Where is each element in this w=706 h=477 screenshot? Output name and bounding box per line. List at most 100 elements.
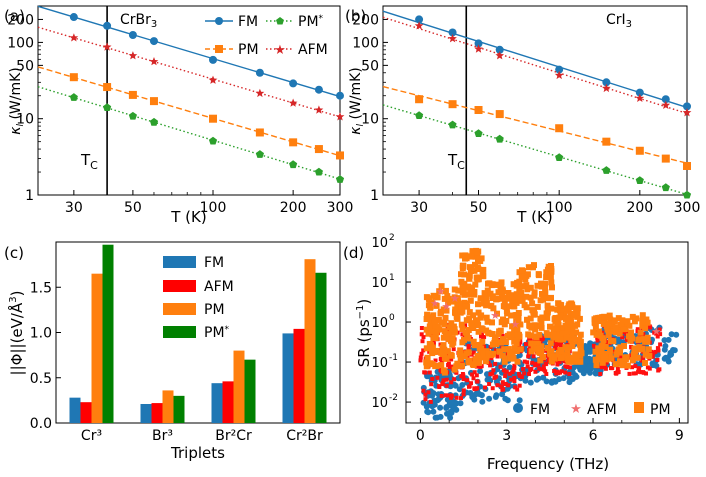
panel-b-title: CrI3 xyxy=(606,12,632,30)
d-pm-point-988 xyxy=(448,320,455,327)
d-pm-point-1413 xyxy=(577,348,584,355)
a-ytick-label-4: 200 xyxy=(7,12,34,28)
d-pm-point-1148 xyxy=(511,303,518,310)
d-pm-point-1369 xyxy=(538,280,544,287)
d-pm-point-968 xyxy=(430,292,437,299)
d-pm-point-1210 xyxy=(501,295,507,301)
panel-c-xlabel: Triplets xyxy=(170,444,225,462)
d-pm-point-1339 xyxy=(521,302,528,309)
panel-d-label: (d) xyxy=(343,244,364,262)
d-afm-point-823 xyxy=(645,365,650,370)
d-pm-point-1079 xyxy=(470,338,477,345)
d-fm-point-327 xyxy=(583,357,590,364)
d-afm-point-492 xyxy=(449,357,454,362)
d-pm-point-1563 xyxy=(606,314,613,321)
d-pm-point-1569 xyxy=(600,337,607,344)
a-series-3-point-1 xyxy=(103,103,112,111)
d-pm-point-1342 xyxy=(533,340,540,347)
d-pm-point-1604 xyxy=(620,326,627,333)
d-pm-point-1096 xyxy=(470,325,477,331)
a-series-2-point-3 xyxy=(149,97,158,106)
a-series-1-point-1 xyxy=(102,42,112,51)
d-pm-point-1229 xyxy=(511,326,518,333)
c-bar-0-3 xyxy=(102,244,114,423)
d-fm-point-243 xyxy=(572,372,579,379)
d-pm-point-960 xyxy=(442,287,449,294)
d-fm-point-109 xyxy=(484,376,491,383)
d-fm-point-236 xyxy=(560,375,567,382)
d-afm-point-761 xyxy=(527,372,531,376)
d-pm-point-1237 xyxy=(496,348,503,355)
legend-d-afm-marker: ★ xyxy=(570,402,582,417)
d-fm-point-84 xyxy=(429,392,436,399)
d-pm-point-1362 xyxy=(548,265,555,272)
d-afm-point-611 xyxy=(503,374,508,378)
d-pm-point-1281 xyxy=(549,284,555,291)
d-pm-point-1451 xyxy=(564,331,571,338)
d-afm-point-745 xyxy=(567,371,572,376)
d-pm-point-1522 xyxy=(591,319,598,326)
d-pm-point-1605 xyxy=(601,313,608,320)
d-ytick-label-4: 10 xyxy=(371,236,388,251)
legend-pmstar-text: PM* xyxy=(298,14,324,30)
d-afm-point-875 xyxy=(616,370,621,375)
b-series-3-point-2 xyxy=(474,129,483,137)
d-pm-point-1553 xyxy=(595,356,602,363)
d-afm-point-636 xyxy=(491,368,496,373)
d-afm-point-550 xyxy=(443,393,448,398)
d-pm-point-1601 xyxy=(629,313,636,320)
d-xtick-label-2: 6 xyxy=(589,428,598,444)
panel-d-ylabel: SR (ps−1) xyxy=(355,299,373,368)
d-pm-point-1316 xyxy=(544,302,551,309)
d-afm-point-774 xyxy=(528,345,533,350)
c-bar-2-2 xyxy=(233,350,245,423)
d-afm-point-523 xyxy=(419,326,424,330)
d-fm-point-420 xyxy=(668,331,675,338)
d-afm-point-661 xyxy=(502,381,507,386)
d-pm-point-1267 xyxy=(537,297,544,304)
c-ytick-label-3: 1.5 xyxy=(30,280,52,296)
d-pm-point-1115 xyxy=(466,315,473,322)
d-pm-point-1368 xyxy=(519,273,526,280)
d-afm-point-721 xyxy=(553,346,558,351)
d-pm-point-1070 xyxy=(459,326,466,333)
d-afm-point-599 xyxy=(479,364,484,369)
d-afm-point-474 xyxy=(423,397,428,402)
d-afm-point-589 xyxy=(493,361,498,366)
d-afm-point-485 xyxy=(427,370,432,375)
d-afm-point-783 xyxy=(631,371,636,376)
d-afm-star-0: ★ xyxy=(430,297,440,310)
d-pm-point-1567 xyxy=(645,346,652,353)
d-afm-point-601 xyxy=(517,373,522,378)
d-pm-point-1258 xyxy=(534,303,541,310)
d-pm-point-1100 xyxy=(478,345,485,352)
d-fm-point-30 xyxy=(430,408,437,415)
d-pm-point-1105 xyxy=(478,312,485,319)
d-pm-point-1299 xyxy=(539,291,545,297)
legend-d-fm-text: FM xyxy=(530,402,550,418)
d-afm-point-541 xyxy=(438,357,443,361)
d-pm-point-1030 xyxy=(472,281,479,288)
d-pm-point-1034 xyxy=(466,272,473,279)
d-fm-point-245 xyxy=(540,374,547,381)
d-afm-point-551 xyxy=(437,384,442,389)
a-series-3-point-0 xyxy=(69,93,78,101)
a-series-0-point-2 xyxy=(128,31,137,40)
d-pm-point-1284 xyxy=(528,340,535,347)
d-pm-point-1562 xyxy=(639,317,646,324)
d-pm-point-1365 xyxy=(533,334,540,340)
a-series-3-point-2 xyxy=(128,111,137,120)
b-series-1-point-0 xyxy=(414,21,424,30)
d-pm-point-1111 xyxy=(470,312,477,319)
d-pm-point-1126 xyxy=(475,276,482,283)
d-afm-point-877 xyxy=(633,364,638,369)
legend-d-pm-text: PM xyxy=(650,402,671,418)
panel-d-xlabel: Frequency (THz) xyxy=(487,455,609,473)
d-fm-point-85 xyxy=(457,400,464,407)
d-pm-point-1042 xyxy=(471,342,478,349)
d-pm-point-1249 xyxy=(491,337,498,344)
d-ytick-exp-3: 1 xyxy=(389,273,395,283)
d-pm-point-1548 xyxy=(619,317,626,324)
legend-c-fm-swatch xyxy=(163,256,196,268)
panel-d-legend: FM ★ AFM PM xyxy=(513,402,671,418)
